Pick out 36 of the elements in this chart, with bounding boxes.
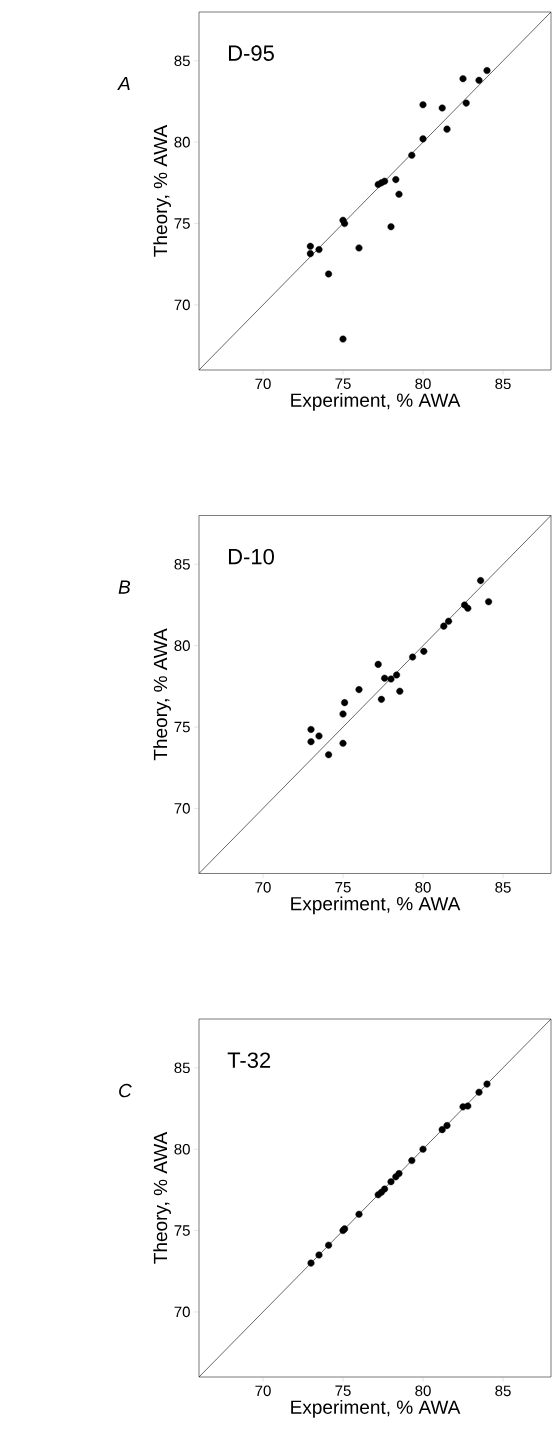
y-tick-label: 85 <box>174 55 190 67</box>
text: D-10 <box>228 548 274 565</box>
y-axis-title: Theory, % AWA <box>153 124 171 257</box>
y-tick-label: 85 <box>174 1062 190 1074</box>
y-tick-label: 70 <box>174 803 190 814</box>
y-tick-label: 85 <box>174 559 190 570</box>
y-tick-label: 80 <box>174 1143 190 1155</box>
x-tick-label: 75 <box>335 1385 351 1396</box>
x-tick-label: 85 <box>495 378 511 390</box>
x-tick-label: 85 <box>495 882 511 893</box>
x-axis-title: Experiment, % AWA <box>291 392 461 411</box>
x-axis-title: Experiment, % AWA <box>291 1399 461 1418</box>
x-tick-label: 75 <box>335 378 351 389</box>
x-tick-label: 75 <box>335 882 351 893</box>
y-tick-label: 75 <box>174 218 190 229</box>
x-tick-label: 70 <box>255 378 271 390</box>
x-tick-label: 70 <box>255 1385 271 1397</box>
y-tick-label: 80 <box>174 640 190 651</box>
x-tick-label: 80 <box>415 1385 431 1397</box>
y-tick-label: 80 <box>174 136 190 148</box>
x-axis-title: Experiment, % AWA <box>291 896 461 915</box>
text: D-95 <box>228 45 274 61</box>
y-axis-title: Theory, % AWA <box>153 1131 171 1264</box>
x-tick-label: 70 <box>255 882 271 893</box>
text: C <box>119 1083 132 1098</box>
y-tick-label: 70 <box>174 1306 190 1318</box>
text: A <box>117 77 130 91</box>
x-tick-label: 80 <box>415 882 431 893</box>
x-tick-label: 85 <box>495 1385 511 1397</box>
x-tick-label: 80 <box>415 378 431 390</box>
y-axis-title: Theory, % AWA <box>153 628 171 761</box>
y-tick-label: 75 <box>174 721 190 733</box>
text: T-32 <box>227 1052 271 1068</box>
y-tick-label: 75 <box>174 1225 190 1236</box>
text: B <box>118 580 131 594</box>
y-tick-label: 70 <box>174 299 190 311</box>
